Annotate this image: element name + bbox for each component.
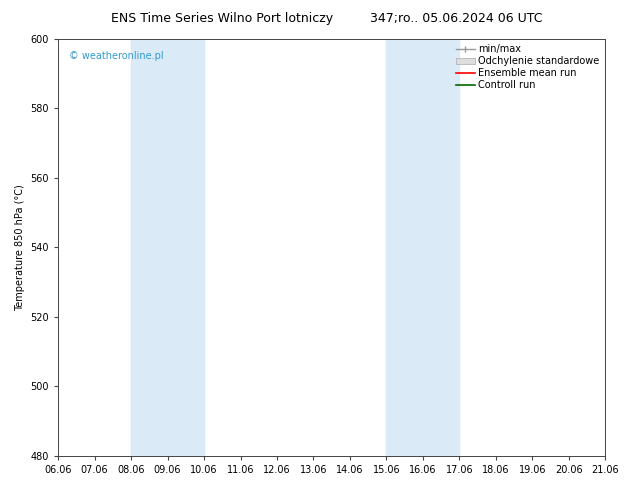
Legend: min/max, Odchylenie standardowe, Ensemble mean run, Controll run: min/max, Odchylenie standardowe, Ensembl… [453,42,602,93]
Text: © weatheronline.pl: © weatheronline.pl [69,51,164,61]
Y-axis label: Temperature 850 hPa (°C): Temperature 850 hPa (°C) [15,184,25,311]
Text: ENS Time Series Wilno Port lotniczy: ENS Time Series Wilno Port lotniczy [111,12,333,25]
Bar [131,39,204,456]
Bar [386,39,459,456]
Text: 347;ro.. 05.06.2024 06 UTC: 347;ro.. 05.06.2024 06 UTC [370,12,543,25]
